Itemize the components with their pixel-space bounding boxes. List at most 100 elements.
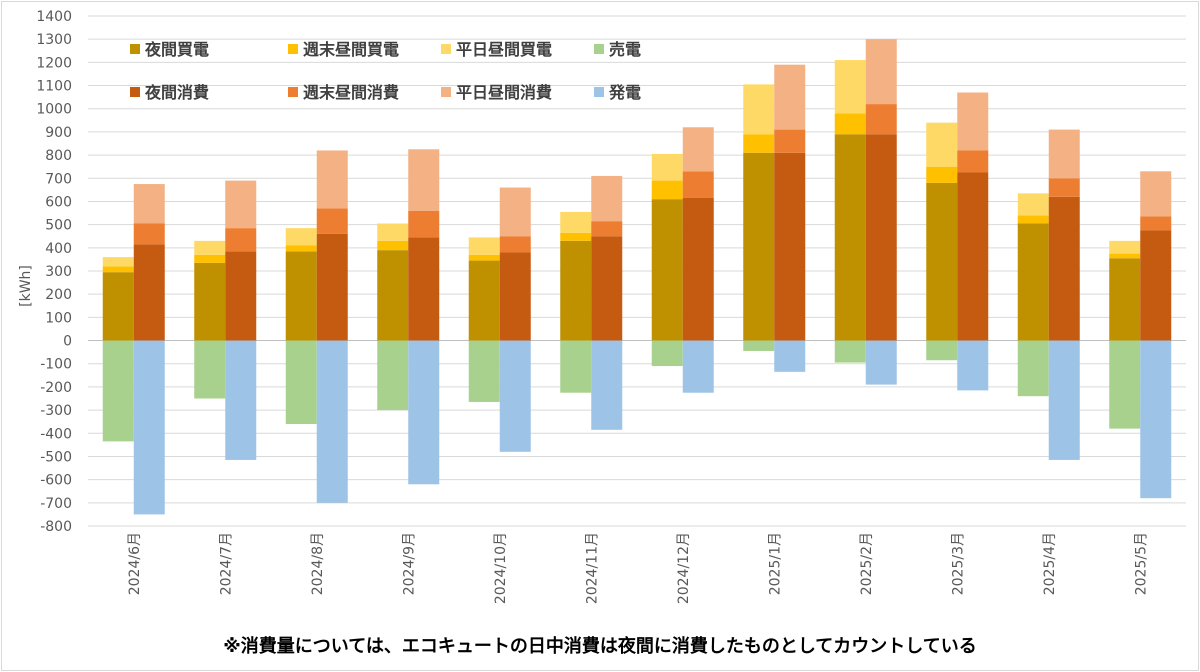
bar-segment <box>316 233 348 341</box>
bar-segment <box>774 152 806 341</box>
y-tick-label: 200 <box>45 287 72 303</box>
bars <box>102 39 1172 515</box>
bar-segment <box>499 252 531 341</box>
bar-segment <box>225 228 257 252</box>
bar-segment <box>1109 240 1141 254</box>
x-tick-label: 2025/4月 <box>1042 532 1058 595</box>
stacked-bar-chart: -800 -700 -600 -500 -400 -300 -200 -100 0 100 200 3… <box>18 9 1186 604</box>
legend-label: 週末昼間消費 <box>303 83 399 102</box>
bar-segment <box>133 244 165 341</box>
bar-segment <box>865 340 897 385</box>
bar-segment <box>957 340 989 391</box>
bar-segment <box>468 340 500 402</box>
bar-segment <box>926 182 958 341</box>
y-tick-label: -100 <box>40 357 72 373</box>
y-tick-label: 600 <box>45 194 72 210</box>
bar-segment <box>834 340 866 363</box>
bar-segment <box>1109 258 1141 341</box>
bar-segment <box>408 210 440 238</box>
x-tick-label: 2024/8月 <box>310 532 326 595</box>
legend-swatch <box>130 44 140 54</box>
bar-segment <box>194 240 226 255</box>
footnote: ※消費量については、エコキュートの日中消費は夜間に消費したものとしてカウントして… <box>223 636 977 657</box>
bar-segment <box>102 266 134 273</box>
bar-segment <box>651 199 683 341</box>
bar-segment <box>1109 340 1141 429</box>
bar-segment <box>1017 340 1049 397</box>
bar-segment <box>194 254 226 263</box>
y-tick-label: 500 <box>45 218 72 234</box>
bar-segment <box>102 257 134 267</box>
y-tick-labels: -800 -700 -600 -500 -400 -300 -200 -100 0 100 200 3… <box>36 9 72 535</box>
bar-segment <box>133 184 165 224</box>
legend-label: 夜間買電 <box>144 40 209 59</box>
bar-segment <box>102 272 134 341</box>
bar-segment <box>957 92 989 151</box>
bar-segment <box>560 240 592 341</box>
bar-segment <box>682 340 714 393</box>
bar-segment <box>651 153 683 181</box>
bar-segment <box>1017 223 1049 341</box>
x-tick-label: 2024/12月 <box>676 532 692 604</box>
bar-segment <box>834 134 866 341</box>
bar-segment <box>316 208 348 234</box>
bar-segment <box>408 149 440 211</box>
legend-swatch <box>441 44 451 54</box>
bar-segment <box>377 223 409 241</box>
y-tick-label: -700 <box>40 496 72 512</box>
y-tick-label: 800 <box>45 148 72 164</box>
bar-segment <box>926 166 958 183</box>
bar-segment <box>285 228 317 246</box>
bar-segment <box>957 172 989 341</box>
bar-segment <box>1048 129 1080 179</box>
x-tick-label: 2025/2月 <box>859 532 875 595</box>
bar-segment <box>682 171 714 198</box>
bar-segment <box>499 187 531 237</box>
bar-segment <box>1017 215 1049 224</box>
bar-segment <box>102 340 134 442</box>
bar-segment <box>408 340 440 485</box>
bar-segment <box>468 237 500 255</box>
x-tick-label: 2025/1月 <box>767 532 783 595</box>
gridlines <box>88 15 1186 527</box>
bar-segment <box>774 64 806 130</box>
bar-segment <box>377 340 409 411</box>
bar-segment <box>1048 340 1080 460</box>
y-tick-label: 1400 <box>36 9 72 25</box>
bar-segment <box>1140 230 1172 341</box>
legend-swatch <box>594 87 604 97</box>
x-tick-label: 2024/10月 <box>493 532 509 604</box>
legend-label: 週末昼間買電 <box>303 40 399 59</box>
bar-segment <box>1140 216 1172 231</box>
bar-segment <box>743 134 775 153</box>
bar-segment <box>1048 178 1080 197</box>
x-tick-label: 2024/6月 <box>127 532 143 595</box>
bar-segment <box>743 84 775 135</box>
legend-label: 平日昼間買電 <box>456 40 552 59</box>
bar-segment <box>1048 196 1080 341</box>
y-tick-label: -600 <box>40 473 72 489</box>
bar-segment <box>499 236 531 253</box>
legend-label: 平日昼間消費 <box>456 83 552 102</box>
bar-segment <box>408 237 440 341</box>
x-tick-label: 2024/7月 <box>218 532 234 595</box>
y-tick-label: -800 <box>40 519 72 535</box>
x-tick-label: 2024/9月 <box>401 532 417 595</box>
bar-segment <box>468 260 500 341</box>
legend-label: 発電 <box>608 83 641 102</box>
bar-segment <box>774 129 806 153</box>
bar-segment <box>1109 253 1141 259</box>
bar-segment <box>1140 171 1172 217</box>
y-tick-label: 1300 <box>36 32 72 48</box>
legend-swatch <box>441 87 451 97</box>
bar-segment <box>285 245 317 252</box>
bar-segment <box>651 340 683 367</box>
bar-segment <box>591 221 623 237</box>
bar-segment <box>560 211 592 233</box>
bar-segment <box>194 262 226 341</box>
y-tick-label: -300 <box>40 403 72 419</box>
y-tick-label: 300 <box>45 264 72 280</box>
bar-segment <box>926 122 958 167</box>
legend-label: 夜間消費 <box>144 83 209 102</box>
